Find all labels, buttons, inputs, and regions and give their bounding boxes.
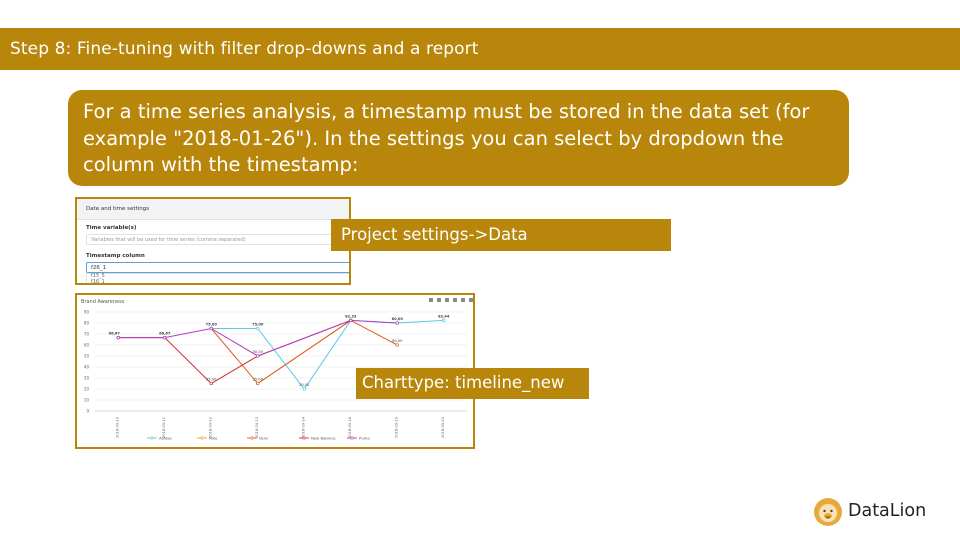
- settings-icon: [445, 298, 449, 302]
- data-label: 66,67: [109, 332, 121, 336]
- slide-title-bar: Step 8: Fine-tuning with filter drop-dow…: [0, 28, 960, 70]
- x-tick-label: 2018-09-18: [348, 416, 352, 438]
- y-axis: 0 10 20 30 40 50 60 70 80 90: [84, 310, 90, 414]
- project-settings-label-text: Project settings->Data: [341, 225, 528, 244]
- y-tick-label: 40: [84, 365, 90, 370]
- chart-screenshot: Brand Awareness 0 10 20 30 40 50 60 70 80 90 2018…: [75, 293, 475, 449]
- legend-label: New Balance: [311, 435, 336, 440]
- y-tick-label: 60: [84, 343, 90, 348]
- y-tick-label: 50: [84, 354, 90, 359]
- legend-label: Vans: [259, 435, 268, 440]
- data-label: 66,67: [159, 332, 171, 336]
- data-point-puma: [116, 336, 120, 340]
- lion-logo-icon: [814, 498, 842, 526]
- x-tick-label: 2018-09-10: [115, 416, 119, 438]
- legend-label: Adidas: [159, 435, 172, 440]
- legend-label: Puma: [359, 435, 370, 440]
- data-point-new-balance: [209, 381, 213, 386]
- y-tick-label: 80: [84, 321, 90, 326]
- download-icon: [461, 298, 465, 302]
- legend-marker: [200, 436, 204, 440]
- chart-legend: Adidas Nike Vans New Balance Puma: [147, 435, 370, 440]
- dropdown-option[interactable]: f16_1: [91, 278, 105, 285]
- x-tick-label: 2018-09-14: [301, 416, 305, 438]
- series-line-puma: [118, 319, 398, 357]
- brand-awareness-chart: Brand Awareness 0 10 20 30 40 50 60 70 80 90 2018…: [81, 298, 473, 440]
- data-label: 25,00: [253, 378, 264, 382]
- data-point-puma: [209, 326, 213, 331]
- timestamp-column-label: Timestamp column: [86, 253, 145, 259]
- legend-marker: [302, 436, 306, 440]
- y-tick-label: 20: [84, 387, 90, 392]
- y-tick-label: 0: [86, 409, 89, 414]
- data-label: 82,44: [438, 314, 450, 318]
- data-label: 20,00: [299, 383, 310, 387]
- logo-text: DataLion: [848, 501, 927, 521]
- legend-marker: [350, 436, 354, 440]
- data-label: 75,00: [252, 323, 264, 327]
- timestamp-dropdown-list[interactable]: f15_5 f16_1: [86, 273, 349, 285]
- y-tick-label: 90: [84, 310, 90, 315]
- data-point-adidas: [302, 387, 306, 391]
- time-variables-label: Time variable(s): [86, 225, 137, 231]
- data-point-puma: [349, 318, 353, 323]
- data-point-adidas: [442, 318, 446, 322]
- chart-title: Brand Awareness: [81, 299, 125, 305]
- data-label: 82,33: [345, 314, 357, 318]
- chart-points: [116, 318, 446, 391]
- x-tick-label: 2018-09-12: [208, 417, 212, 438]
- data-point-vans: [256, 381, 260, 386]
- series-line-new-balance: [118, 319, 351, 385]
- data-label: 80,00: [392, 317, 404, 321]
- data-point-puma: [256, 354, 260, 358]
- legend-label: Nike: [209, 435, 218, 440]
- x-axis: 2018-09-10 2018-09-11 2018-09-12 2018-09-13…: [115, 416, 445, 438]
- explanation-callout: For a time series analysis, a timestamp …: [68, 90, 849, 186]
- x-tick-label: 2018-09-11: [162, 417, 166, 438]
- settings-panel-header: Date and time settings: [77, 199, 349, 220]
- data-label: 50,00: [253, 350, 264, 354]
- y-tick-label: 30: [84, 376, 90, 381]
- time-variables-input[interactable]: Variables that will be used for time ser…: [86, 234, 349, 245]
- charttype-label-text: Charttype: timeline_new: [362, 373, 565, 392]
- legend-marker: [150, 436, 154, 440]
- data-point-puma: [163, 336, 167, 340]
- edit-icon: [437, 298, 441, 302]
- data-point-vans: [395, 343, 399, 347]
- datalion-logo: DataLion: [813, 496, 933, 528]
- data-label: 60,00: [392, 339, 403, 343]
- x-tick-label: 2018-09-13: [255, 417, 259, 438]
- table-icon: [429, 298, 433, 302]
- settings-screenshot: Date and time settings Time variable(s) …: [75, 197, 351, 285]
- legend-marker: [250, 436, 254, 440]
- callout-text: For a time series analysis, a timestamp …: [83, 100, 810, 176]
- series-line-adidas: [211, 319, 444, 390]
- close-icon: [469, 298, 473, 302]
- slide-title: Step 8: Fine-tuning with filter drop-dow…: [10, 39, 479, 59]
- zoom-icon: [453, 298, 457, 302]
- x-tick-label: 2018-09-20: [441, 416, 445, 438]
- y-tick-label: 10: [84, 398, 90, 403]
- dropdown-option[interactable]: f15_5: [91, 273, 105, 279]
- chart-grid: [95, 311, 467, 412]
- x-tick-label: 2018-09-19: [394, 416, 398, 438]
- data-point-puma: [395, 321, 399, 325]
- y-tick-label: 70: [84, 332, 90, 337]
- data-label: 25,00: [206, 378, 217, 382]
- series-line-vans: [210, 319, 398, 385]
- data-point-adidas: [256, 326, 260, 331]
- chart-toolbar: [429, 298, 473, 302]
- chart-data-labels: 66,67 66,67 75,00 25,00 75,00 50,00 25,00 20,00…: [109, 314, 450, 387]
- data-label: 75,00: [206, 323, 218, 327]
- timestamp-column-select[interactable]: f26_1: [86, 262, 349, 273]
- project-settings-label: Project settings->Data: [331, 219, 671, 251]
- charttype-label: Charttype: timeline_new: [356, 368, 589, 399]
